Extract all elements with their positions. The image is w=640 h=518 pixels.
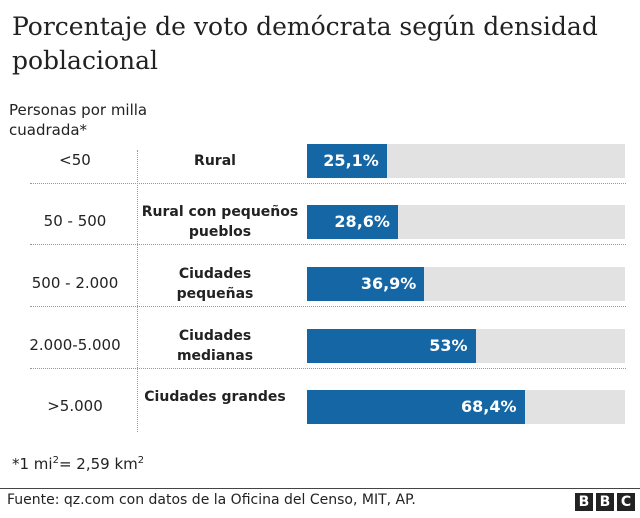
footnote-text: = 2,59 km xyxy=(58,455,138,473)
bar-value-label: 28,6% xyxy=(334,212,390,231)
footnote: *1 mi2= 2,59 km2 xyxy=(12,455,144,473)
bar-track: 25,1% xyxy=(307,144,625,178)
bar-value-label: 36,9% xyxy=(360,274,417,293)
bar xyxy=(307,205,398,239)
density-label: 50 - 500 xyxy=(43,212,107,230)
density-label: >5.000 xyxy=(47,397,103,415)
footer-divider xyxy=(0,488,640,489)
bar xyxy=(307,267,425,301)
row-separator xyxy=(30,368,626,369)
area-type-label: Ciudades medianas xyxy=(176,328,254,364)
density-label: 2.000-5.000 xyxy=(29,336,121,354)
footnote-sup: 2 xyxy=(52,455,59,466)
bar xyxy=(307,144,387,178)
bar-track: 53% xyxy=(307,329,625,363)
bar xyxy=(307,390,525,424)
density-label: <50 xyxy=(59,151,91,169)
row-separator xyxy=(30,183,626,184)
row-header: Personas por milla cuadrada* xyxy=(9,101,148,139)
area-type-label: Rural con pequeños pueblos xyxy=(141,204,299,240)
area-type-label: Ciudades grandes xyxy=(144,389,286,405)
bar-track: 28,6% xyxy=(307,205,625,239)
bar-value-label: 53% xyxy=(429,336,468,355)
row-separator xyxy=(30,306,626,307)
chart-title: Porcentaje de voto demócrata según densi… xyxy=(12,12,598,75)
bar-track: 68,4% xyxy=(307,390,625,424)
footnote-text: *1 mi xyxy=(12,455,53,473)
row-separator xyxy=(30,244,626,245)
source-text: Fuente: qz.com con datos de la Oficina d… xyxy=(7,492,416,508)
footnote-sup: 2 xyxy=(137,455,145,466)
bar-value-label: 68,4% xyxy=(460,397,517,416)
bar-track: 36,9% xyxy=(307,267,625,301)
area-type-label: Rural xyxy=(194,153,236,169)
column-divider xyxy=(137,150,138,432)
density-label: 500 - 2.000 xyxy=(31,274,119,292)
bar-value-label: 25,1% xyxy=(323,151,379,170)
bar xyxy=(307,329,476,363)
area-type-label: Ciudades pequeñas xyxy=(176,266,254,302)
